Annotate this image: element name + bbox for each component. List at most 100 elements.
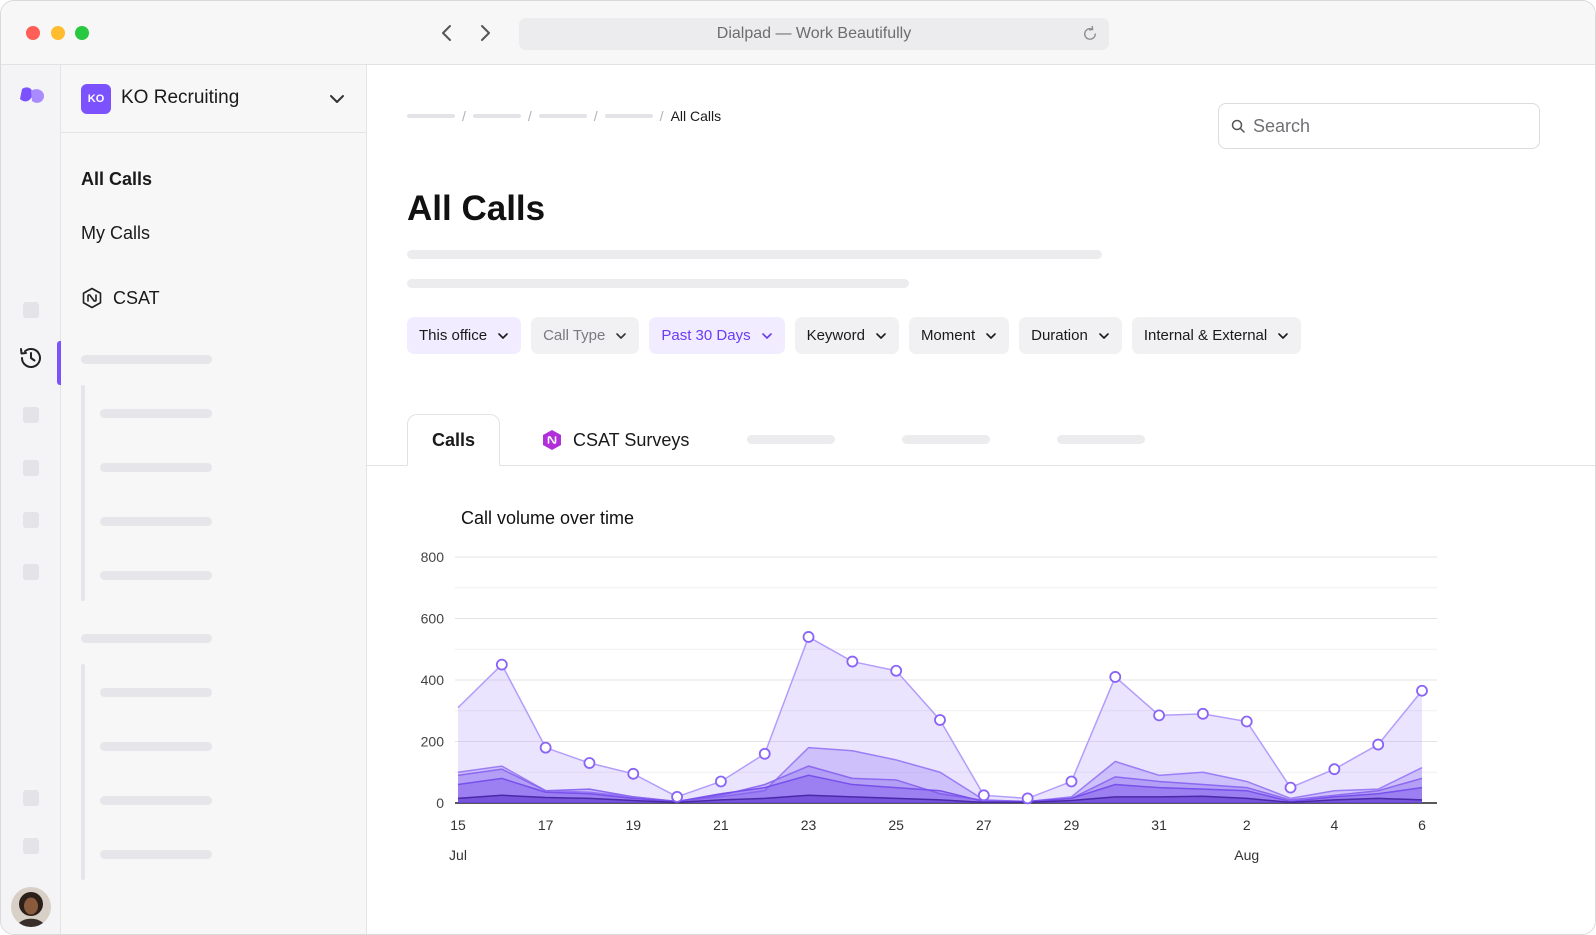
rail-placeholder-icon[interactable] [23, 838, 39, 854]
series-line [457, 794, 1423, 804]
series-area [458, 747, 1422, 803]
search-input[interactable] [1253, 115, 1513, 137]
filter-keyword[interactable]: Keyword [794, 317, 899, 354]
sidebar-item-placeholder[interactable] [100, 463, 212, 472]
minimize-window-button[interactable] [51, 26, 65, 40]
rail-placeholder-icon[interactable] [23, 790, 39, 806]
breadcrumb-placeholder[interactable] [538, 114, 587, 118]
sidebar-item-placeholder[interactable] [100, 796, 212, 805]
data-point [1416, 684, 1428, 697]
breadcrumb-placeholder[interactable] [604, 114, 653, 118]
data-point [934, 714, 946, 726]
close-window-button[interactable] [26, 26, 40, 40]
office-badge: KO [81, 84, 111, 114]
zoom-window-button[interactable] [75, 26, 89, 40]
chevron-down-icon [1278, 332, 1289, 339]
breadcrumb-placeholder[interactable] [407, 114, 455, 118]
filter-duration[interactable]: Duration [1019, 317, 1122, 354]
tab-calls[interactable]: Calls [407, 414, 500, 466]
data-point [495, 658, 508, 671]
x-tick-label: 21 [713, 817, 729, 833]
filter-label: Call Type [543, 327, 606, 344]
sidebar-tree-line [81, 385, 85, 601]
x-tick-label: 4 [1330, 817, 1338, 833]
x-tick-label: 17 [538, 817, 554, 833]
data-point [539, 741, 552, 754]
search-box[interactable] [1218, 103, 1540, 149]
filter-call-type[interactable]: Call Type [531, 317, 640, 354]
filter-date-range[interactable]: Past 30 Days [649, 317, 785, 354]
x-tick-label: 31 [1151, 817, 1167, 833]
sidebar-item-all-calls[interactable]: All Calls [81, 169, 153, 189]
data-point [1197, 707, 1209, 720]
breadcrumb-placeholder[interactable] [472, 114, 521, 118]
data-point [802, 631, 815, 643]
data-point [627, 767, 640, 780]
filter-label: Internal & External [1143, 327, 1268, 344]
history-icon[interactable] [18, 345, 44, 371]
series-line [457, 746, 1423, 803]
office-name: KO Recruiting [121, 87, 240, 108]
sidebar-item-label: CSAT [113, 287, 160, 308]
sidebar-item-placeholder[interactable] [100, 517, 212, 526]
address-bar[interactable]: Dialpad — Work Beautifully [519, 18, 1109, 50]
tab-placeholder[interactable] [747, 435, 835, 444]
data-point [977, 789, 990, 802]
data-point [1284, 781, 1297, 794]
sidebar-item-placeholder[interactable] [100, 571, 212, 580]
app-rail [1, 65, 62, 934]
series-line [457, 765, 1423, 803]
office-switcher[interactable]: KO KO Recruiting [61, 65, 366, 133]
tab-placeholder[interactable] [1057, 435, 1145, 444]
forward-arrow-icon[interactable] [473, 21, 497, 45]
avatar[interactable] [11, 887, 51, 927]
filter-label: Past 30 Days [661, 327, 751, 344]
data-point [1328, 763, 1341, 776]
rail-placeholder-icon[interactable] [23, 460, 39, 476]
chevron-down-icon [876, 332, 886, 339]
x-month-label: Aug [1234, 847, 1259, 863]
filter-internal-external[interactable]: Internal & External [1131, 317, 1302, 354]
rail-active-indicator [57, 341, 62, 385]
tab-csat-surveys[interactable]: CSAT Surveys [541, 428, 689, 452]
rail-placeholder-icon[interactable] [23, 407, 39, 423]
chevron-down-icon[interactable] [328, 90, 346, 108]
data-point [1021, 792, 1034, 805]
sidebar-item-placeholder[interactable] [100, 742, 212, 751]
rail-placeholder-icon[interactable] [23, 564, 39, 580]
title-bar: Dialpad — Work Beautifully [1, 1, 1595, 65]
sidebar-section-placeholder [81, 634, 212, 643]
reload-icon[interactable] [1081, 25, 1099, 43]
x-month-label: Jul [449, 847, 467, 863]
data-point [1372, 738, 1385, 751]
main-content: / / / / All Calls All Calls This office … [367, 65, 1595, 934]
back-arrow-icon[interactable] [435, 21, 459, 45]
tab-bar: Calls CSAT Surveys [367, 414, 1595, 466]
call-volume-chart: 0 200 400 600 800 15 17 19 21 23 25 27 29 31 2 4 6 Jul Aug [421, 549, 1437, 863]
sidebar-item-my-calls[interactable]: My Calls [81, 223, 151, 243]
page-title: All Calls [407, 189, 546, 228]
series-line [457, 774, 1423, 803]
sidebar-section-placeholder [81, 355, 212, 364]
data-point [583, 757, 596, 769]
sidebar-item-csat[interactable]: CSAT [81, 286, 160, 310]
filter-office[interactable]: This office [407, 317, 522, 354]
filter-moment[interactable]: Moment [908, 317, 1010, 354]
csat-icon [543, 430, 561, 450]
dialpad-logo-icon[interactable] [18, 85, 46, 107]
description-placeholder [407, 279, 909, 288]
data-point [846, 655, 859, 668]
sidebar-item-placeholder[interactable] [100, 688, 212, 697]
breadcrumb: / / / / All Calls [407, 108, 721, 124]
filter-bar: This office Call Type Past 30 Days Keywo… [407, 317, 1302, 354]
tab-placeholder[interactable] [902, 435, 990, 444]
filter-label: This office [419, 327, 488, 344]
x-tick-label: 15 [450, 817, 466, 833]
rail-placeholder-icon[interactable] [23, 302, 39, 318]
x-tick-label: 6 [1418, 817, 1426, 833]
rail-placeholder-icon[interactable] [23, 512, 39, 528]
sidebar-item-placeholder[interactable] [100, 850, 212, 859]
sidebar-item-placeholder[interactable] [100, 409, 212, 418]
x-tick-label: 29 [1064, 817, 1080, 833]
